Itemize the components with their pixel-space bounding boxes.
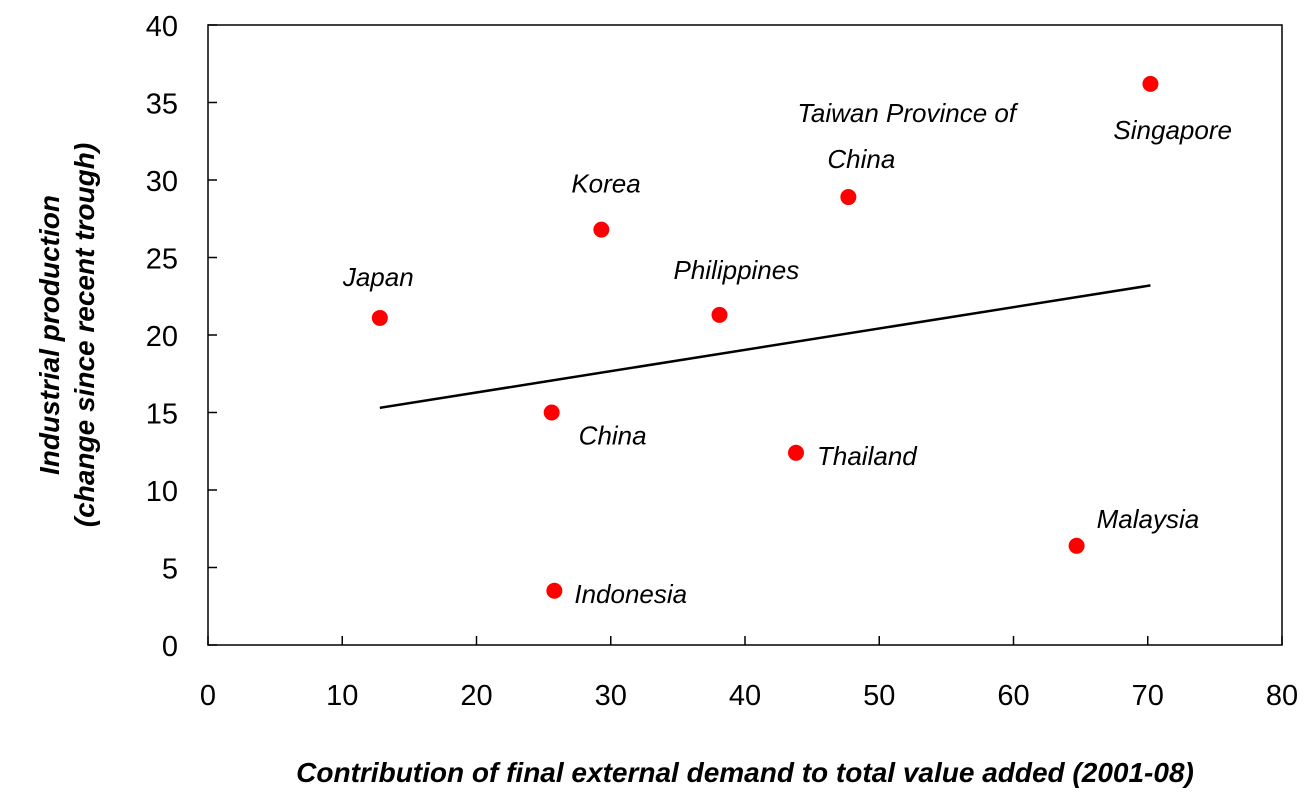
data-point xyxy=(1142,75,1159,92)
y-tick-label: 15 xyxy=(146,399,178,431)
data-point-label: Thailand xyxy=(817,441,918,471)
y-tick-label: 25 xyxy=(146,244,178,276)
data-point-label: Philippines xyxy=(673,255,799,285)
y-tick-label: 20 xyxy=(146,321,178,353)
x-tick-label: 40 xyxy=(729,680,761,712)
x-tick-label: 10 xyxy=(326,680,358,712)
x-tick-label: 80 xyxy=(1266,680,1298,712)
y-tick-label: 10 xyxy=(146,476,178,508)
x-axis-title: Contribution of final external demand to… xyxy=(296,757,1194,788)
y-tick-label: 30 xyxy=(146,166,178,198)
data-point xyxy=(788,444,805,461)
y-axis-ticks xyxy=(208,24,217,646)
data-point xyxy=(711,306,728,323)
data-point-label: Korea xyxy=(571,169,640,199)
y-tick-label: 0 xyxy=(162,631,178,663)
data-point-label: Japan xyxy=(342,262,414,292)
x-tick-label: 70 xyxy=(1132,680,1164,712)
x-tick-label: 20 xyxy=(460,680,492,712)
y-axis-tick-labels: 0 5 10 15 20 25 30 35 40 xyxy=(146,11,178,663)
x-tick-label: 60 xyxy=(997,680,1029,712)
data-point xyxy=(371,309,388,326)
data-point xyxy=(546,582,563,599)
data-point-labels: Japan Korea China Indonesia Philippines Thail… xyxy=(342,98,1232,609)
data-point xyxy=(543,404,560,421)
y-axis-title-line-2: (change since recent trough) xyxy=(69,143,100,527)
x-axis-tick-labels: 0 10 20 30 40 50 60 70 80 xyxy=(200,680,1298,712)
data-point xyxy=(840,189,857,206)
data-point-label: Taiwan Province of xyxy=(797,98,1018,128)
data-point xyxy=(593,221,610,238)
data-point xyxy=(1068,537,1085,554)
plot-area xyxy=(207,24,1283,646)
y-axis-title-line-1: Industrial production xyxy=(34,195,65,475)
data-points xyxy=(371,75,1159,599)
data-point-label: Malaysia xyxy=(1097,504,1200,534)
data-point-label: China xyxy=(579,421,647,451)
y-tick-label: 40 xyxy=(146,11,178,43)
y-tick-label: 35 xyxy=(146,89,178,121)
y-tick-label: 5 xyxy=(162,554,178,586)
data-point-label: China xyxy=(827,144,895,174)
data-point-label: Indonesia xyxy=(574,579,687,609)
trend-line xyxy=(379,284,1151,410)
data-point-label: Singapore xyxy=(1113,115,1232,145)
x-axis-ticks xyxy=(207,636,1283,645)
x-tick-label: 50 xyxy=(863,680,895,712)
x-tick-label: 30 xyxy=(595,680,627,712)
x-tick-label: 0 xyxy=(200,680,216,712)
